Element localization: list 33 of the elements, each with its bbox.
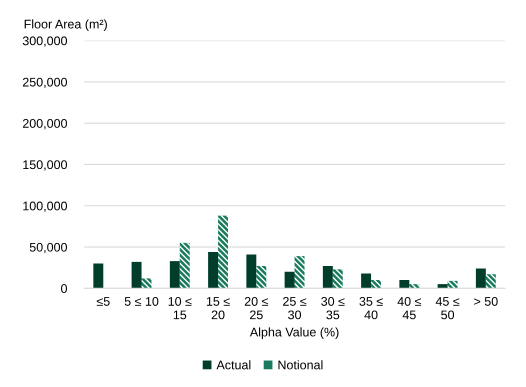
x-tick-label: 40 ≤ 45 — [397, 296, 422, 320]
x-tick-label: 30 ≤ 35 — [321, 296, 345, 320]
y-tick-label: 0 — [61, 284, 68, 293]
y-tick-label: 250,000 — [22, 78, 68, 88]
bar — [284, 272, 295, 288]
y-tick-label: 200,000 — [22, 118, 68, 130]
bar — [170, 261, 180, 288]
x-tick-label: 5 ≤ 10 — [124, 296, 158, 306]
x-tick-label: ≤5 — [96, 297, 110, 306]
y-tick-label: 150,000 — [23, 160, 68, 171]
bar — [361, 273, 372, 288]
x-tick-label: 35 ≤ 40 — [359, 296, 383, 320]
x-tick-label: 45 ≤ 50 — [436, 297, 460, 320]
bar — [132, 262, 142, 288]
bar — [322, 266, 333, 288]
y-tick-label: 50,000 — [30, 242, 68, 254]
legend-label: Actual — [216, 360, 250, 370]
bar — [399, 280, 410, 288]
x-tick-label: 20 ≤ 25 — [244, 296, 268, 320]
x-axis-title: Alpha Value (%) — [250, 327, 338, 339]
bar — [476, 268, 486, 288]
bar — [208, 252, 218, 288]
bar — [246, 254, 256, 288]
x-tick-label: 25 ≤ 30 — [283, 296, 306, 320]
x-tick-label: 15 ≤ 20 — [206, 297, 230, 320]
y-tick-label: 100,000 — [23, 202, 68, 212]
y-axis-title: Floor Area (m²) — [24, 19, 107, 31]
bar — [93, 264, 104, 288]
x-tick-label: 10 ≤ 15 — [168, 296, 192, 320]
legend-label: Notional — [278, 360, 322, 370]
x-tick-label: > 50 — [474, 296, 498, 306]
y-tick-label: 300,000 — [22, 36, 68, 47]
bar — [438, 284, 448, 288]
